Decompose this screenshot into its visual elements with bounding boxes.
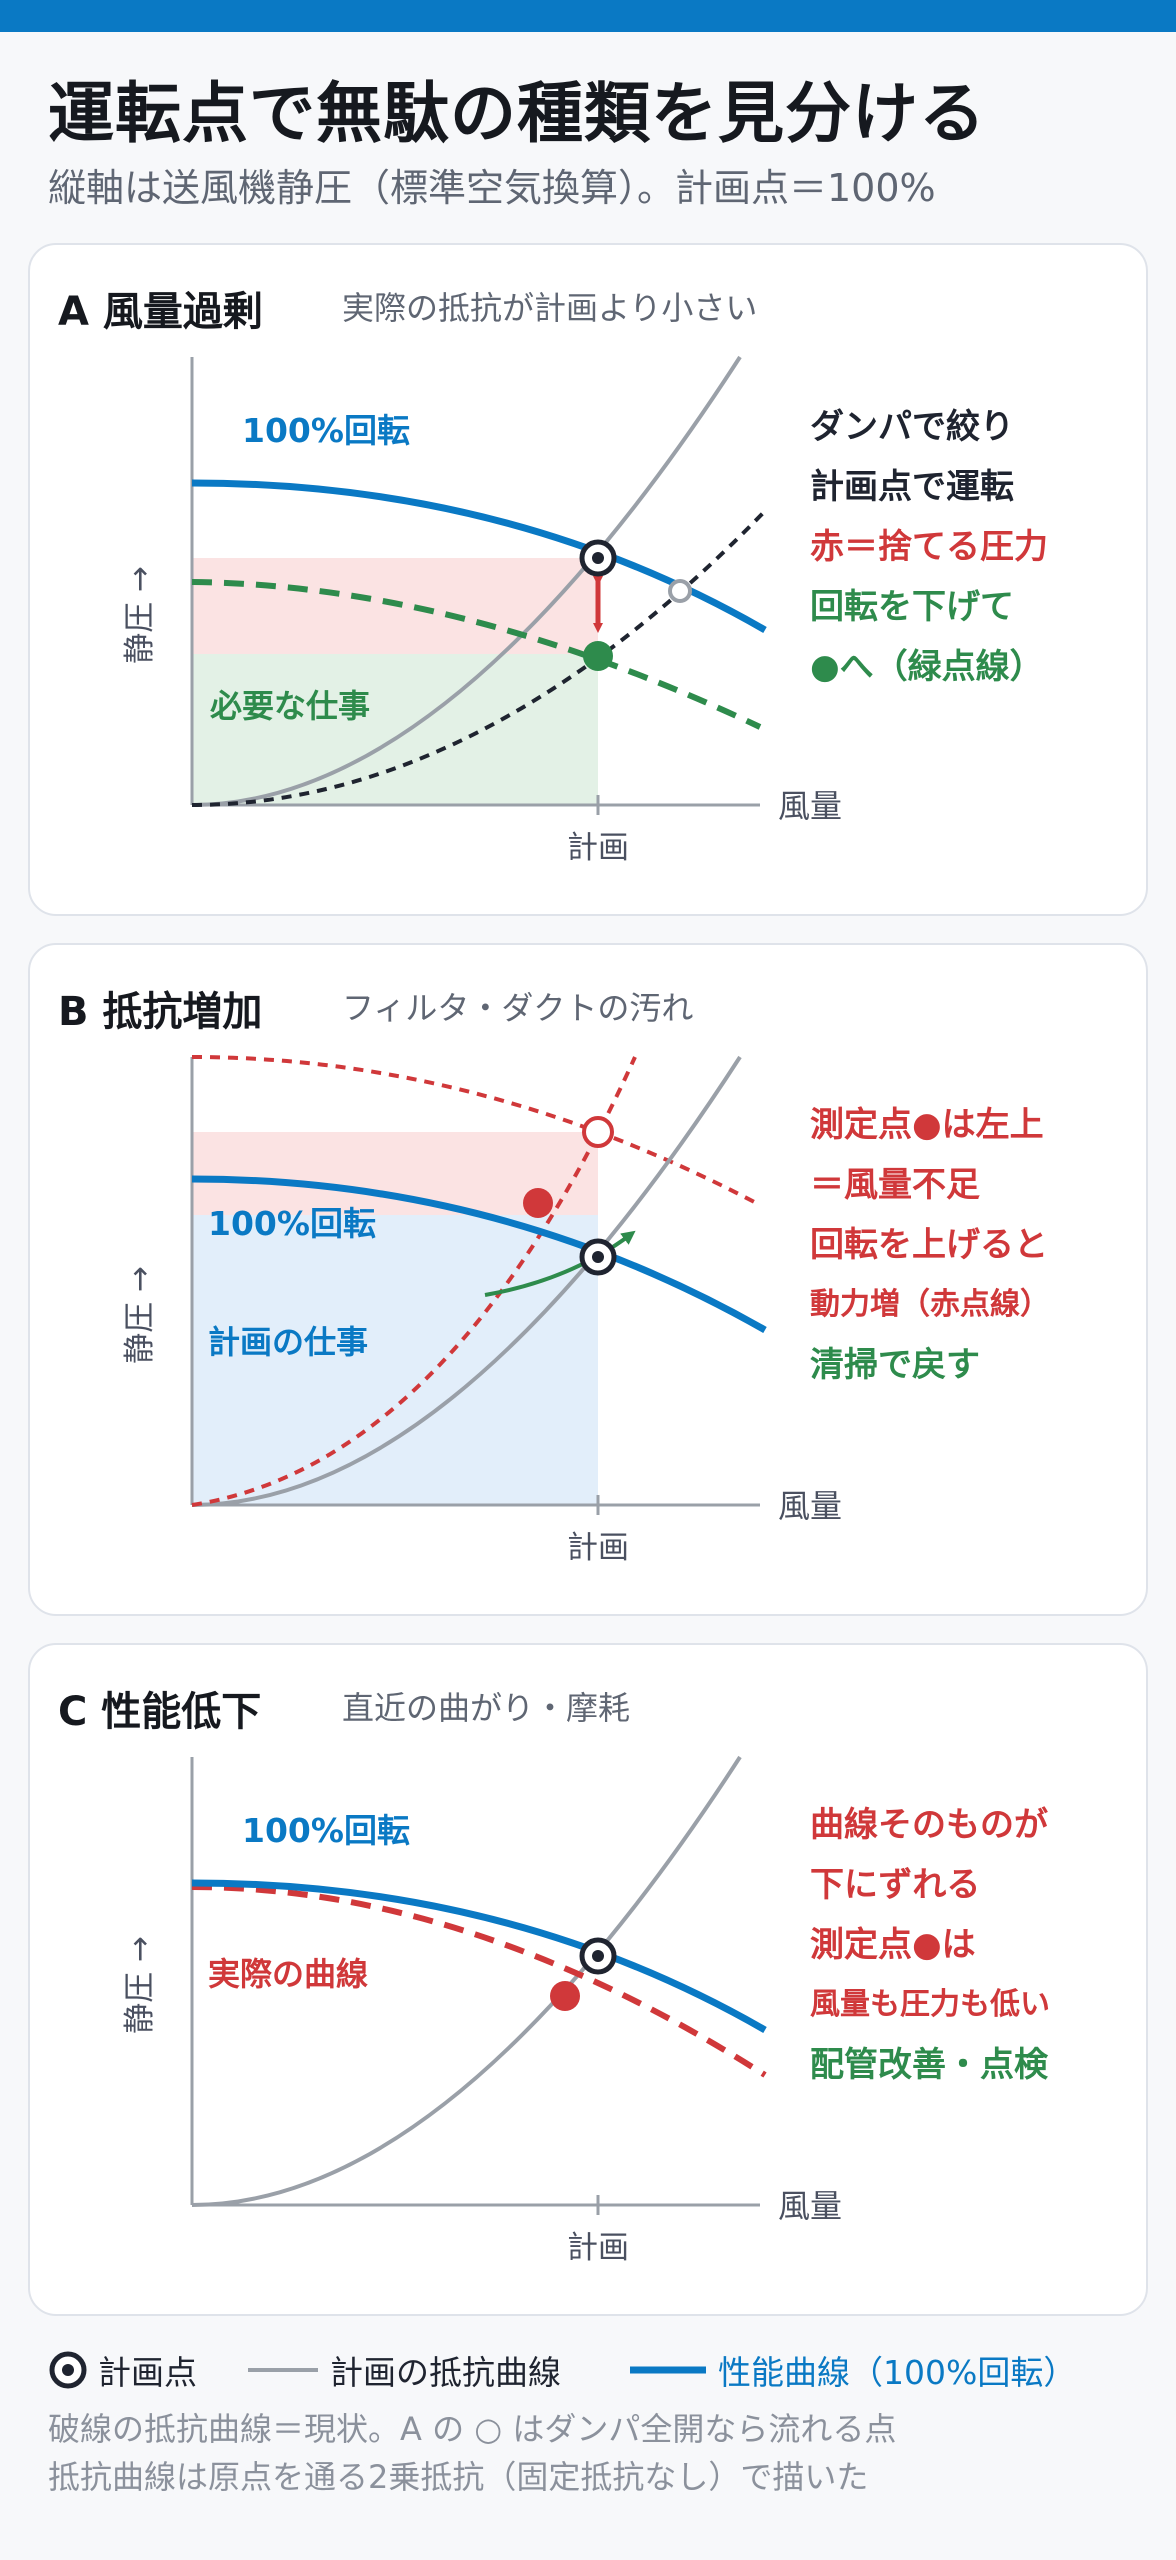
plan-point-icon [49,2351,87,2389]
plan-resistance-curve [191,1055,742,1507]
raised-speed-curve [191,1055,761,1207]
reduced-speed-point [583,641,613,671]
planned-work-region [192,1215,598,1505]
annotation-line: 計画点で運転 [810,467,1014,507]
page-title: 運転点で無駄の種類を見分ける [48,75,986,152]
legend-performance-label: 性能曲線（100%回転） [718,2353,1077,2392]
plan-point-marker [579,539,617,577]
annotation-line: ＝風量不足 [810,1165,980,1205]
annotation-line: 動力増（赤点線） [810,1287,1050,1322]
annotation-line: 赤＝捨てる圧力 [810,527,1048,567]
panel-b-title: B 抵抗増加 [58,989,263,1035]
annotation-line: 曲線そのものが [810,1805,1048,1845]
legend-plan-point-label: 計画点 [98,2353,197,2392]
legend-resistance: 計画の抵抗曲線 [248,2340,561,2400]
annotation-line: 測定点●は [810,1925,976,1965]
panel-c: C 性能低下 直近の曲がり・摩耗 100%回転 実際の曲線 静圧 → 風量 計画… [28,1643,1148,2316]
panel-c-chart: 100%回転 実際の曲線 静圧 → 風量 計画 [122,1755,842,2266]
plan-resistance-curve [191,1755,742,2207]
annotation-line: ●へ（緑点線） [810,647,1044,687]
curve-label-100: 100%回転 [208,1204,376,1243]
x-tick-label: 計画 [567,830,629,866]
x-tick-label: 計画 [567,2230,629,2266]
blue-line-icon [630,2366,706,2374]
y-axis-label: 静圧 → [122,566,158,664]
annotation-line: 清掃で戻す [810,1345,980,1385]
legend-performance: 性能曲線（100%回転） [630,2340,1076,2400]
y-axis-label: 静圧 → [122,1266,158,1364]
panel-b-note: フィルタ・ダクトの汚れ [342,989,694,1027]
actual-performance-curve [191,1884,767,2078]
reduced-speed-curve [191,579,762,730]
panel-c-annotations: 曲線そのものが 下にずれる 測定点●は 風量も圧力も低い 配管改善・点検 [810,1795,1050,2095]
legend-plan-point: 計画点 [46,2340,197,2400]
annotation-line: 回転を上げると [810,1225,1048,1265]
x-axis-label: 風量 [778,2187,842,2225]
annotation-line: 配管改善・点検 [810,2045,1048,2085]
annotation-line: 測定点●は左上 [810,1105,1044,1145]
plan-point-marker [579,1238,617,1276]
y-axis-label: 静圧 → [122,1936,158,2034]
performance-curve-100 [191,1879,767,2034]
region-label-planned: 計画の仕事 [208,1323,368,1361]
panel-b: B 抵抗増加 フィルタ・ダクトの汚れ 100%回転 計画の仕事 静圧 → 風量 … [28,943,1148,1616]
annotation-line: 回転を下げて [810,587,1014,627]
plan-resistance-curve [191,355,742,807]
panel-c-note: 直近の曲がり・摩耗 [342,1689,631,1727]
footnote-1: 破線の抵抗曲線＝現状。A の ○ はダンパ全開なら流れる点 [48,2410,897,2448]
panel-a-chart: 100%回転 必要な仕事 静圧 → 風量 計画 [122,355,842,866]
curve-label-100: 100%回転 [242,1811,410,1850]
panel-b-annotations: 測定点●は左上 ＝風量不足 回転を上げると 動力増（赤点線） 清掃で戻す [810,1095,1050,1395]
performance-curve-100 [191,479,767,634]
x-axis-label: 風量 [778,1487,842,1525]
measured-point [550,1981,580,2011]
curve-label-100: 100%回転 [242,411,410,450]
plan-point-marker [579,1937,617,1975]
actual-resistance-curve [191,1056,637,1507]
panel-b-chart: 100%回転 計画の仕事 静圧 → 風量 計画 [122,1055,842,1566]
panel-a-note: 実際の抵抗が計画より小さい [342,289,758,327]
required-work-region [192,654,598,805]
panel-a: A 風量過剰 実際の抵抗が計画より小さい 100%回転 必要な仕事 静圧 → 風… [28,243,1148,916]
speed-up-arrow [484,1230,636,1297]
panel-a-title: A 風量過剰 [58,289,263,335]
page-subtitle: 縦軸は送風機静圧（標準空気換算）。計画点＝100% [48,166,936,210]
annotation-line: 風量も圧力も低い [810,1987,1050,2022]
footnote-2: 抵抗曲線は原点を通る2乗抵抗（固定抵抗なし）で描いた [48,2458,869,2496]
annotation-line: ダンパで絞り [810,407,1014,447]
damper-open-point [668,579,692,603]
region-label-required: 必要な仕事 [210,687,370,725]
annotation-line: 下にずれる [810,1865,981,1905]
raised-speed-point [582,1116,614,1148]
gray-line-icon [248,2368,318,2372]
top-accent-bar [0,0,1176,32]
panel-c-title: C 性能低下 [58,1689,262,1735]
x-tick-label: 計画 [567,1530,629,1566]
panel-a-annotations: ダンパで絞り 計画点で運転 赤＝捨てる圧力 回転を下げて ●へ（緑点線） [810,397,1048,697]
legend: 計画点 計画の抵抗曲線 性能曲線（100%回転） [40,2340,1150,2400]
actual-curve-label: 実際の曲線 [208,1955,368,1993]
legend-resistance-label: 計画の抵抗曲線 [330,2353,561,2392]
measured-point [523,1188,553,1218]
performance-curve-100 [191,1175,767,1334]
x-axis-label: 風量 [778,787,842,825]
